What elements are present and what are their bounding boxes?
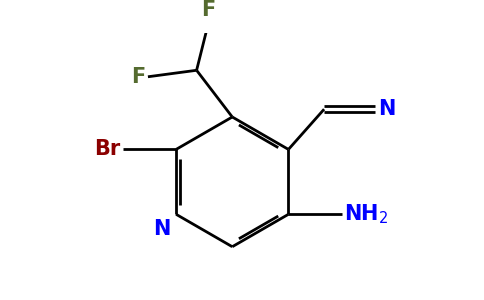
Text: N: N	[378, 99, 396, 119]
Text: NH$_2$: NH$_2$	[344, 202, 389, 226]
Text: N: N	[153, 220, 171, 239]
Text: F: F	[131, 67, 145, 87]
Text: F: F	[201, 0, 215, 20]
Text: Br: Br	[94, 140, 121, 159]
